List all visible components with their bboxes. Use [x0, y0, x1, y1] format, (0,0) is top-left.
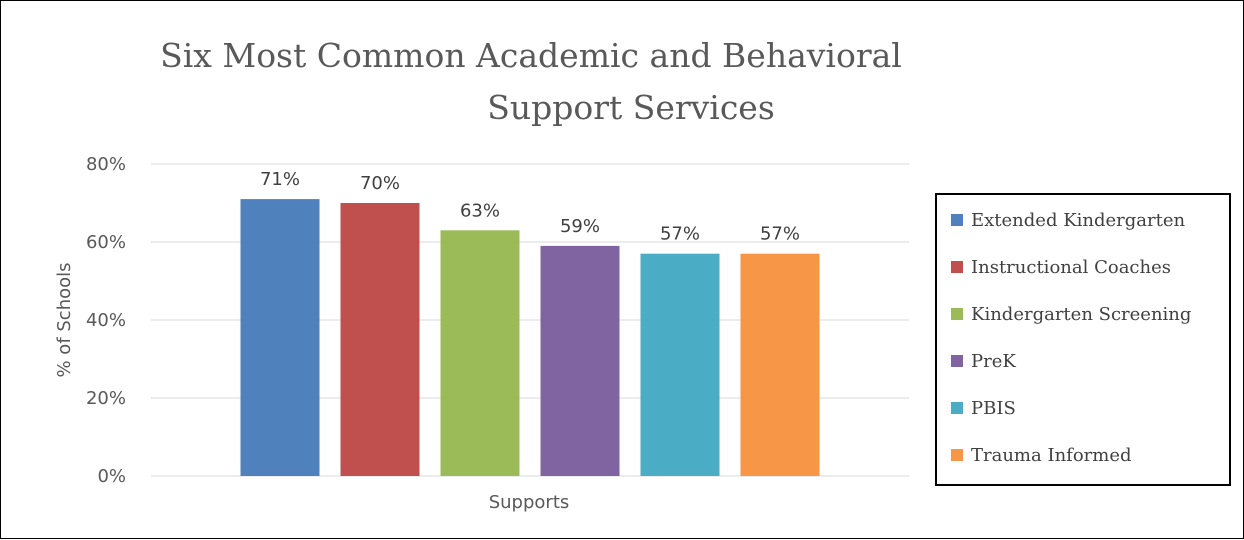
legend-swatch	[951, 308, 963, 320]
legend-label: Trauma Informed	[971, 445, 1132, 466]
bar-trauma-informed	[740, 253, 820, 476]
data-label: 71%	[260, 169, 300, 190]
data-label: 63%	[460, 200, 500, 221]
legend-swatch	[951, 214, 963, 226]
legend-swatch	[951, 261, 963, 273]
data-labels: 71% 70% 63% 59% 57% 57%	[260, 169, 800, 245]
y-tick-label: 40%	[86, 310, 126, 331]
data-label: 57%	[660, 224, 700, 245]
data-label: 57%	[760, 224, 800, 245]
legend-swatch	[951, 402, 963, 414]
legend-border	[935, 193, 1231, 486]
y-axis-title: % of Schools	[54, 262, 75, 377]
y-tick-label: 20%	[86, 388, 126, 409]
legend-swatch	[951, 355, 963, 367]
bars	[240, 199, 820, 476]
data-label: 70%	[360, 173, 400, 194]
legend-label: Instructional Coaches	[971, 257, 1171, 278]
bar-extended-kindergarten	[240, 199, 320, 476]
x-axis-title: Supports	[489, 492, 570, 513]
legend-label: PBIS	[971, 398, 1016, 419]
legend-label: Kindergarten Screening	[971, 304, 1191, 325]
y-tick-label: 0%	[97, 466, 126, 487]
bar-prek	[540, 245, 620, 476]
y-tick-label: 80%	[86, 154, 126, 175]
legend-swatch	[951, 449, 963, 461]
chart-title: Six Most Common Academic and Behavioral …	[160, 36, 902, 127]
y-axis-tick-labels: 0% 20% 40% 60% 80%	[86, 154, 126, 487]
chart-title-line-2: Support Services	[487, 88, 775, 127]
bar-pbis	[640, 253, 720, 476]
legend-label: Extended Kindergarten	[971, 210, 1186, 231]
bar-kindergarten-screening	[440, 230, 520, 476]
y-tick-label: 60%	[86, 232, 126, 253]
chart-title-line-1: Six Most Common Academic and Behavioral	[160, 36, 902, 75]
data-label: 59%	[560, 216, 600, 237]
legend-label: PreK	[971, 351, 1016, 372]
legend: Extended Kindergarten Instructional Coach…	[935, 193, 1231, 486]
bar-instructional-coaches	[340, 203, 420, 476]
